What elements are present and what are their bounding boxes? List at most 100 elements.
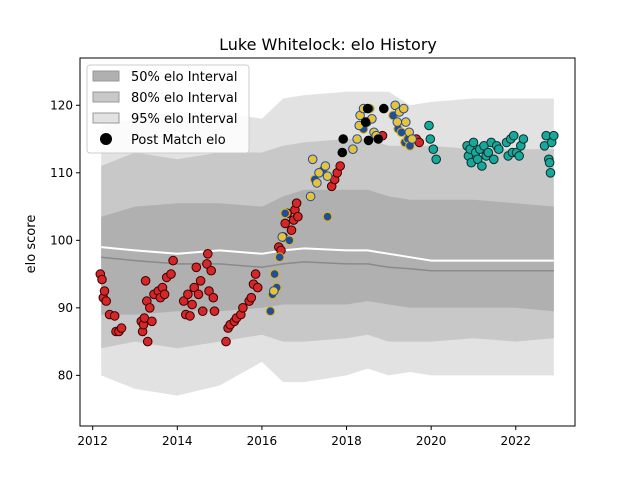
point-yellow (407, 134, 417, 144)
point-red (250, 269, 261, 279)
point-red (166, 269, 176, 279)
point-red (140, 276, 151, 286)
point-red (209, 306, 220, 317)
point-red (99, 286, 110, 296)
point-teal (424, 120, 434, 131)
point-red (252, 282, 263, 293)
legend-box (86, 64, 250, 154)
point-teal (477, 161, 487, 171)
y-tick-label: 120 (50, 98, 73, 112)
point-red (187, 299, 197, 310)
point-yellow (398, 103, 409, 114)
point-red (116, 323, 127, 333)
point-blue (265, 306, 276, 317)
point-red (159, 289, 170, 300)
point-black (373, 134, 384, 144)
point-red (142, 336, 153, 347)
point-red (197, 306, 208, 317)
point-red (221, 336, 231, 347)
y-axis: 80 90 100 110 120 (50, 98, 80, 382)
point-teal (549, 130, 559, 141)
legend: 50% elo Interval 80% elo Interval 95% el… (86, 64, 250, 154)
y-tick-label: 110 (50, 166, 73, 180)
y-axis-label: elo score (24, 215, 39, 274)
point-yellow (322, 171, 333, 181)
point-blue (274, 252, 285, 263)
point-red (191, 262, 202, 273)
match-points (95, 100, 559, 347)
x-tick-label: 2022 (500, 434, 531, 448)
x-axis: 2012 2014 2016 2018 2020 2022 (77, 426, 531, 448)
point-blue (280, 208, 291, 219)
point-teal (494, 144, 504, 154)
interval-bands (101, 91, 554, 396)
point-red (183, 289, 193, 300)
point-red (193, 289, 204, 300)
band-50 (101, 189, 554, 315)
median-line (101, 246, 554, 262)
point-red (291, 198, 302, 208)
point-red (202, 259, 212, 269)
legend-label-post-match: Post Match elo (131, 133, 226, 148)
point-black (363, 135, 374, 146)
point-teal (483, 147, 494, 158)
x-tick-label: 2016 (247, 434, 278, 448)
plot-area (79, 57, 576, 427)
point-red (246, 292, 257, 303)
y-tick-label: 80 (58, 368, 73, 382)
point-teal (518, 134, 529, 144)
point-yellow (392, 117, 403, 127)
point-red (147, 316, 157, 327)
point-yellow (348, 144, 358, 154)
point-yellow (277, 232, 288, 242)
point-black (362, 103, 373, 114)
mean-line (101, 256, 554, 272)
point-yellow (305, 191, 316, 202)
point-red (238, 303, 248, 313)
legend-swatch-50 (92, 70, 120, 82)
point-teal (428, 144, 439, 154)
point-red (185, 311, 195, 321)
point-teal (514, 151, 525, 161)
point-blue (322, 211, 333, 222)
point-red (109, 311, 120, 321)
point-black (338, 134, 349, 144)
point-red (195, 276, 206, 286)
point-red (189, 282, 199, 293)
x-tick-label: 2018 (331, 434, 362, 448)
point-yellow (352, 134, 362, 144)
y-tick-label: 100 (50, 233, 73, 247)
point-red (280, 218, 291, 229)
point-yellow (401, 117, 411, 127)
point-red (335, 161, 346, 171)
point-red (97, 274, 107, 285)
x-tick-label: 2012 (77, 434, 108, 448)
point-red (204, 286, 214, 296)
x-tick-label: 2020 (416, 434, 447, 448)
point-teal (544, 157, 555, 168)
point-teal (431, 154, 442, 165)
point-yellow (269, 286, 279, 296)
legend-label-80: 80% elo Interval (131, 91, 238, 106)
point-black (379, 103, 389, 114)
legend-swatch-95 (92, 112, 120, 124)
point-teal (468, 137, 479, 148)
point-teal (545, 168, 556, 178)
point-yellow (320, 161, 331, 171)
point-yellow (314, 168, 324, 178)
point-yellow (312, 178, 322, 188)
legend-marker-post-match (100, 133, 112, 145)
point-teal (425, 134, 436, 144)
trend-lines (101, 246, 554, 272)
point-red (168, 255, 178, 266)
point-teal (472, 154, 483, 165)
x-tick-label: 2014 (162, 434, 193, 448)
legend-swatch-80 (92, 91, 120, 103)
legend-label-95: 95% elo Interval (131, 112, 238, 127)
point-black (337, 147, 348, 158)
point-black (360, 117, 371, 127)
point-red (208, 292, 219, 303)
point-red (145, 303, 155, 313)
legend-label-50: 50% elo Interval (131, 70, 238, 85)
